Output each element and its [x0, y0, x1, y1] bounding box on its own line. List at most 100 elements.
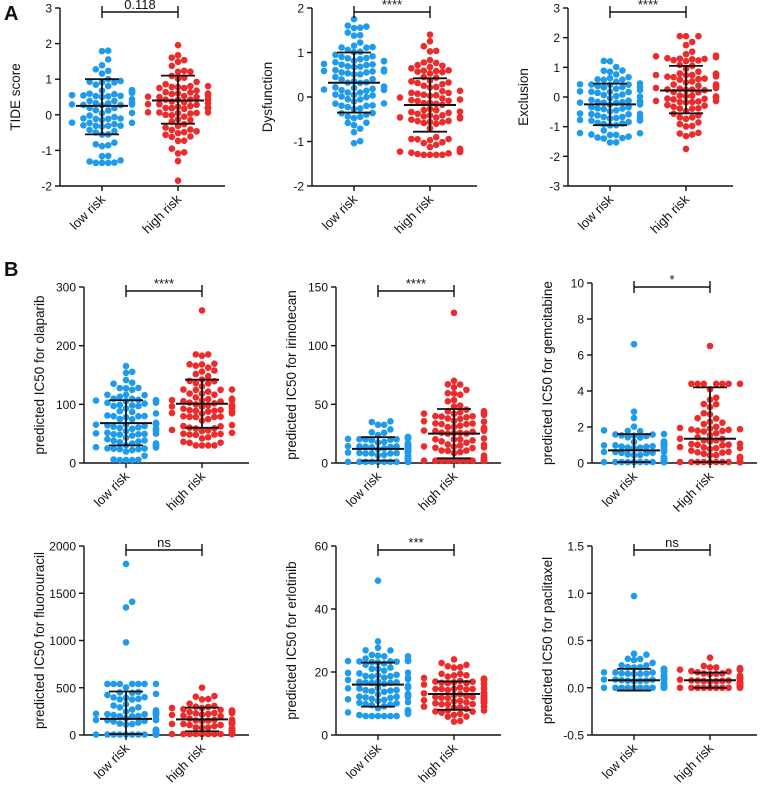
- data-point: [420, 139, 428, 147]
- data-point: [652, 53, 660, 60]
- x-tick-label: low risk: [319, 191, 361, 233]
- data-point: [404, 433, 412, 441]
- data-point: [426, 70, 434, 77]
- x-tick-label: high risk: [671, 740, 716, 785]
- data-point: [676, 55, 684, 62]
- data-point: [600, 669, 608, 676]
- data-point: [606, 131, 614, 139]
- data-point: [438, 447, 445, 454]
- data-point: [594, 105, 601, 112]
- data-point: [444, 700, 452, 708]
- data-point: [432, 83, 440, 91]
- data-point: [463, 661, 470, 669]
- data-point: [649, 431, 656, 438]
- data-point: [362, 672, 369, 680]
- data-point: [438, 679, 445, 687]
- data-point: [380, 688, 388, 696]
- data-point: [387, 664, 394, 671]
- data-point: [86, 119, 93, 127]
- data-point: [122, 369, 130, 377]
- data-point: [363, 87, 370, 95]
- data-point: [362, 694, 369, 701]
- y-tick-label: 0.5: [567, 634, 584, 648]
- data-point: [643, 662, 650, 669]
- data-point: [192, 710, 200, 717]
- data-point: [338, 76, 345, 83]
- data-point: [211, 367, 218, 374]
- data-point: [445, 109, 452, 117]
- data-point: [736, 664, 744, 672]
- data-point: [438, 420, 445, 428]
- data-point: [600, 105, 608, 113]
- data-point: [420, 697, 428, 704]
- data-point: [712, 444, 720, 452]
- data-point: [116, 704, 124, 711]
- data-point: [420, 443, 428, 450]
- data-point: [110, 380, 117, 388]
- data-point: [695, 82, 702, 90]
- data-point: [356, 31, 364, 39]
- data-point: [380, 421, 388, 429]
- y-tick-label: 40: [315, 603, 329, 617]
- data-point: [204, 695, 212, 703]
- data-point: [369, 92, 376, 99]
- data-point: [168, 54, 176, 61]
- data-point: [712, 423, 720, 431]
- data-point: [344, 46, 352, 54]
- data-point: [387, 687, 394, 694]
- data-point: [187, 82, 194, 90]
- data-point: [204, 364, 212, 371]
- data-point: [712, 81, 720, 88]
- data-point: [725, 426, 732, 434]
- data-point: [128, 386, 136, 394]
- data-point: [128, 95, 136, 103]
- data-point: [600, 120, 608, 128]
- data-point: [404, 706, 412, 714]
- data-point: [594, 112, 601, 119]
- data-point: [456, 448, 464, 456]
- data-point: [356, 137, 364, 145]
- data-point: [444, 441, 452, 448]
- data-point: [676, 98, 684, 106]
- data-point: [168, 133, 176, 141]
- data-point: [432, 151, 440, 159]
- data-point: [618, 670, 625, 677]
- data-point: [104, 82, 112, 90]
- data-point: [625, 110, 632, 118]
- data-point: [356, 458, 363, 466]
- data-point: [228, 421, 236, 429]
- data-point: [408, 89, 415, 97]
- y-tick-label: 300: [56, 281, 76, 295]
- data-point: [192, 413, 200, 421]
- data-point: [456, 422, 464, 430]
- data-point: [98, 159, 106, 167]
- data-point: [576, 80, 584, 88]
- data-point: [92, 159, 100, 167]
- data-point: [712, 415, 720, 422]
- data-point: [450, 309, 458, 317]
- data-point: [625, 73, 632, 81]
- data-point: [86, 126, 93, 134]
- data-point: [168, 711, 176, 719]
- data-point: [135, 680, 142, 688]
- data-point: [141, 400, 148, 407]
- data-point: [676, 113, 684, 121]
- data-point: [387, 712, 394, 720]
- data-point: [682, 132, 690, 140]
- data-point: [588, 88, 595, 96]
- data-point: [624, 655, 632, 663]
- data-point: [356, 96, 364, 103]
- data-point: [186, 406, 193, 414]
- data-point: [426, 151, 434, 159]
- data-point: [612, 85, 620, 92]
- data-point: [374, 638, 382, 645]
- data-point: [688, 458, 695, 466]
- data-point: [670, 56, 677, 64]
- data-point: [204, 730, 212, 738]
- data-point: [92, 122, 100, 130]
- data-point: [374, 421, 382, 429]
- data-point: [192, 693, 200, 700]
- data-point: [380, 652, 388, 660]
- data-point: [456, 670, 464, 678]
- data-point: [192, 351, 200, 358]
